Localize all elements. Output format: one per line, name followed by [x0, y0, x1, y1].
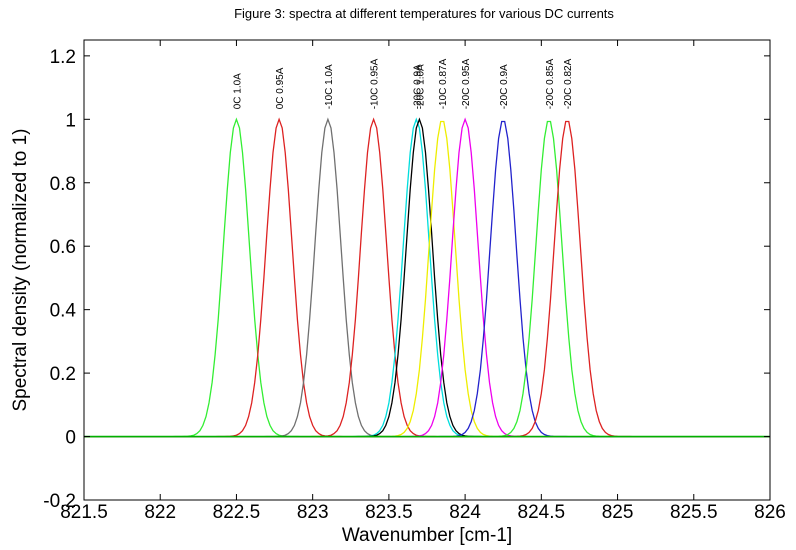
y-axis-title: Spectral density (normalized to 1) [10, 128, 31, 411]
x-tick-label: 824 [449, 502, 481, 523]
x-tick-label: 824.5 [518, 502, 566, 523]
y-tick-label: 0.8 [50, 174, 76, 195]
peak-label: -10C 1.0A [324, 64, 335, 109]
peak-labels: 0C 1.0A 0C 0.95A -10C 1.0A -10C 0.95A -20C 0… [232, 58, 574, 109]
x-axis-title: Wavenumber [cm-1] [342, 525, 512, 546]
x-tick-label: 825 [602, 502, 634, 523]
x-tick-label: 822.5 [213, 502, 261, 523]
plot-frame [83, 39, 771, 501]
y-tick-label: 1.2 [50, 47, 76, 68]
peak-label: 0C 0.95A [275, 67, 286, 109]
peak-label: -20C 0.85A [545, 58, 556, 109]
peak-label: -20C 0.95A [461, 58, 472, 109]
x-tick-label: 826 [754, 502, 786, 523]
chart-title: Figure 3: spectra at different temperatu… [234, 6, 614, 21]
y-tick-label: 0.4 [50, 301, 77, 322]
series-layer [84, 117, 770, 438]
y-tick-label: 0.2 [50, 364, 76, 385]
y-tick-label: 1 [65, 110, 76, 131]
peak-label: -10C 0.95A [370, 58, 381, 109]
y-axis-ticks: -0.2 0 0.2 0.4 0.6 0.8 1 1.2 [43, 47, 770, 512]
y-tick-label: 0.6 [50, 237, 76, 258]
x-tick-label: 821.5 [60, 502, 108, 523]
x-tick-label: 825.5 [670, 502, 718, 523]
peak-label: -10C 0.87A [438, 58, 449, 109]
peak-label: -20C 1.0A [415, 64, 426, 109]
y-tick-label: -0.2 [43, 491, 76, 512]
x-tick-label: 823.5 [365, 502, 413, 523]
x-axis-ticks: 821.5 822 822.5 823 823.5 824 824.5 825 825.5 826 [60, 40, 786, 523]
peak-label: -20C 0.9A [412, 64, 423, 109]
x-tick-label: 822 [144, 502, 176, 523]
x-tick-label: 823 [297, 502, 329, 523]
peak-label: 0C 1.0A [232, 73, 243, 109]
y-tick-label: 0 [65, 428, 76, 449]
peak-label: -20C 0.82A [563, 58, 574, 109]
peak-label: -20C 0.9A [499, 64, 510, 109]
